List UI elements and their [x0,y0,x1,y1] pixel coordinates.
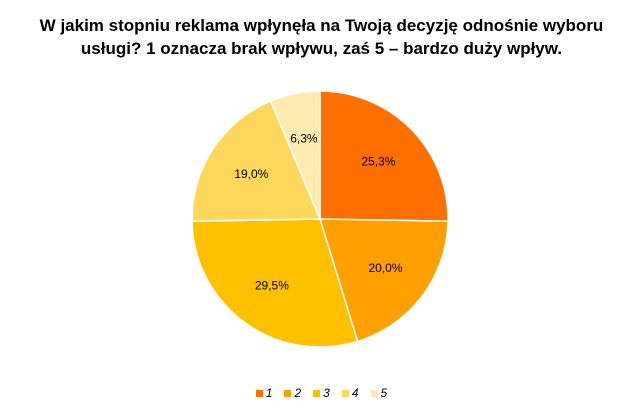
legend-swatch-4 [341,389,349,397]
legend-label-5: 5 [380,386,388,400]
chart-title-line-2: usługi? 1 oznacza brak wpływu, zaś 5 – b… [80,39,563,58]
pie-slice-4 [191,99,322,222]
legend-label-2: 2 [294,386,302,400]
chart-legend: 1 2 3 4 5 [0,386,643,400]
data-label-3: 29,5% [255,278,289,292]
legend-swatch-5 [370,389,378,397]
pie-slice-2 [318,218,449,343]
legend-swatch-2 [284,389,292,397]
legend-swatch-3 [313,389,321,397]
legend-item-1: 1 [255,386,273,400]
legend-item-2: 2 [284,386,301,400]
pie-slice-3 [191,218,359,348]
legend-item-5: 5 [370,386,388,400]
pie-slice-5 [269,90,321,220]
data-label-2: 20,0% [368,261,402,275]
legend-swatch-1 [255,389,263,397]
data-label-1: 25,3% [361,155,395,169]
legend-item-3: 3 [313,386,330,400]
chart-title: W jakim stopniu reklama wpłynęła na Twoj… [0,14,643,60]
pie-slice-1 [319,90,449,222]
data-label-5: 6,3% [290,132,318,146]
legend-label-1: 1 [265,386,273,400]
data-label-4: 19,0% [234,167,268,181]
legend-item-4: 4 [341,386,359,400]
legend-label-4: 4 [351,386,359,400]
chart-title-line-1: W jakim stopniu reklama wpłynęła na Twoj… [39,16,604,35]
legend-label-3: 3 [323,386,330,400]
